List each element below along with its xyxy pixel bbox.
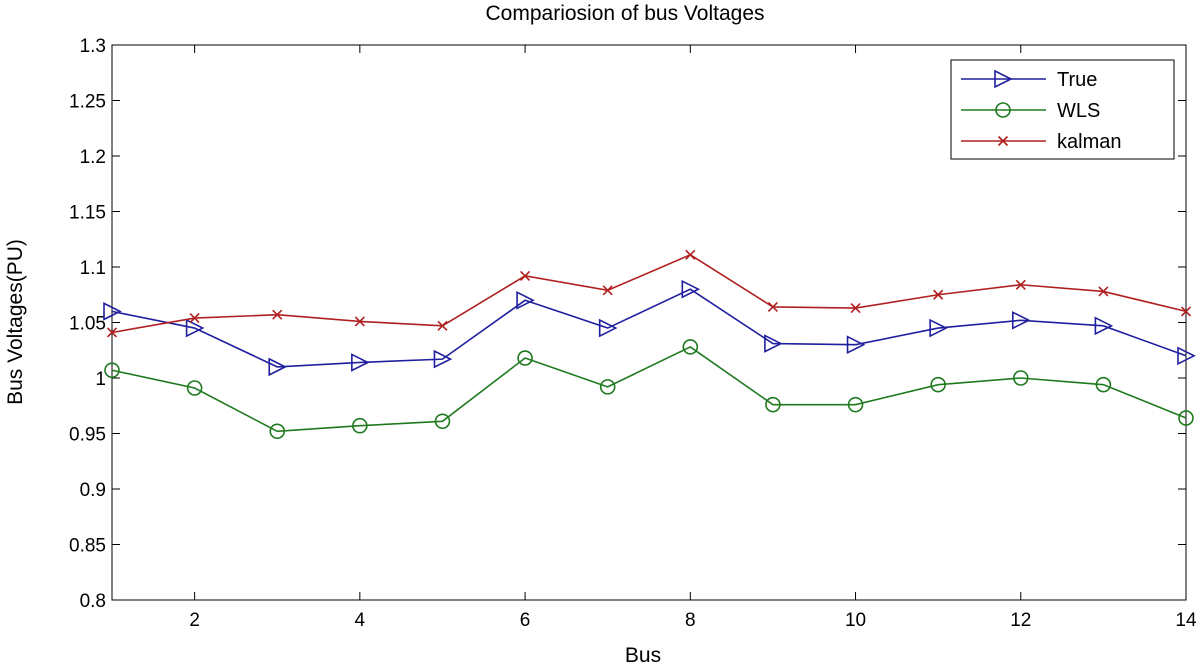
legend-label-kalman: kalman [1057, 131, 1121, 153]
data-point-true [598, 318, 618, 338]
data-point-true [1011, 310, 1031, 330]
data-point-wls [352, 417, 368, 434]
y-tick-label: 0.8 [80, 591, 106, 612]
data-point-true [1094, 316, 1114, 336]
series-line-wls [111, 345, 1187, 433]
y-tick-label: 0.85 [69, 536, 106, 557]
y-tick-label: 1.3 [80, 36, 106, 57]
data-point-kalman [602, 285, 613, 296]
legend-marker-true [994, 69, 1013, 89]
data-point-wls [1012, 370, 1029, 386]
data-point-kalman [850, 303, 861, 314]
data-point-true [516, 291, 535, 310]
data-point-wls [517, 350, 533, 366]
data-point-true [929, 318, 948, 338]
x-tick-label: 14 [1175, 610, 1197, 631]
data-point-true [433, 349, 453, 369]
x-tick-label: 8 [685, 610, 696, 631]
data-point-kalman [272, 309, 283, 320]
data-point-kalman [767, 301, 778, 313]
data-point-wls [682, 339, 699, 355]
legend-item-kalman: kalman [961, 131, 1121, 153]
y-tick-label: 0.95 [69, 425, 106, 446]
legend-item-true: True [961, 69, 1097, 91]
data-point-kalman [520, 270, 531, 281]
data-point-true [351, 353, 370, 372]
data-point-kalman [1098, 286, 1109, 297]
series-line-kalman [111, 253, 1187, 334]
x-axis-label: Bus [625, 644, 661, 667]
x-tick-label: 2 [189, 610, 200, 631]
data-point-kalman [1180, 306, 1192, 317]
legend-item-wls: WLS [961, 100, 1100, 122]
x-tick-label: 10 [845, 610, 866, 631]
data-point-wls [434, 413, 451, 430]
x-tick-label: 6 [520, 610, 531, 631]
data-point-wls [930, 376, 946, 393]
data-point-kalman [354, 316, 365, 327]
series-layer [103, 249, 1196, 440]
data-point-kalman [685, 249, 696, 260]
legend-label-true: True [1057, 69, 1097, 91]
data-point-wls [1178, 410, 1194, 426]
data-point-wls [269, 423, 286, 440]
data-point-true [764, 334, 783, 353]
series-true [103, 279, 1196, 377]
x-tick-label: 4 [355, 610, 366, 631]
y-tick-label: 1.1 [80, 258, 106, 279]
data-point-kalman [106, 327, 118, 338]
data-point-wls [847, 396, 864, 413]
y-axis-label: Bus Voltages(PU) [4, 239, 27, 405]
x-tick-label: 12 [1010, 610, 1031, 631]
y-tick-label: 0.9 [80, 480, 106, 501]
legend-label-wls: WLS [1057, 100, 1100, 122]
y-tick-label: 1.2 [80, 147, 106, 168]
series-kalman [106, 249, 1192, 338]
chart-title: Compariosion of bus Voltages [486, 2, 765, 25]
y-tick-label: 1.25 [69, 92, 106, 113]
data-point-kalman [437, 320, 448, 331]
y-tick-label: 1 [95, 369, 106, 390]
series-wls [104, 339, 1194, 440]
data-point-true [185, 318, 205, 338]
data-point-wls [186, 380, 203, 396]
legend: True WLS kalman [950, 59, 1175, 160]
data-point-kalman [1015, 279, 1026, 290]
axis-ticks: 2 4 6 8 10 12 14 0.8 0.85 0.9 0.95 1 1.05 1.1 1.15 1.2 1… [69, 36, 1197, 631]
data-point-true [681, 279, 701, 299]
data-point-wls [1095, 376, 1112, 393]
data-point-true [268, 357, 288, 377]
data-point-true [846, 335, 866, 354]
legend-marker-wls [995, 102, 1011, 118]
data-point-wls [765, 396, 781, 413]
data-point-wls [599, 379, 616, 395]
data-point-true [1177, 346, 1196, 366]
data-point-true [103, 302, 122, 321]
data-point-kalman [933, 289, 944, 300]
y-tick-label: 1.15 [69, 203, 106, 224]
data-point-kalman [189, 312, 200, 324]
series-line-true [111, 288, 1187, 368]
y-tick-label: 1.05 [69, 314, 106, 335]
data-point-wls [104, 362, 120, 379]
legend-marker-kalman [997, 135, 1009, 147]
